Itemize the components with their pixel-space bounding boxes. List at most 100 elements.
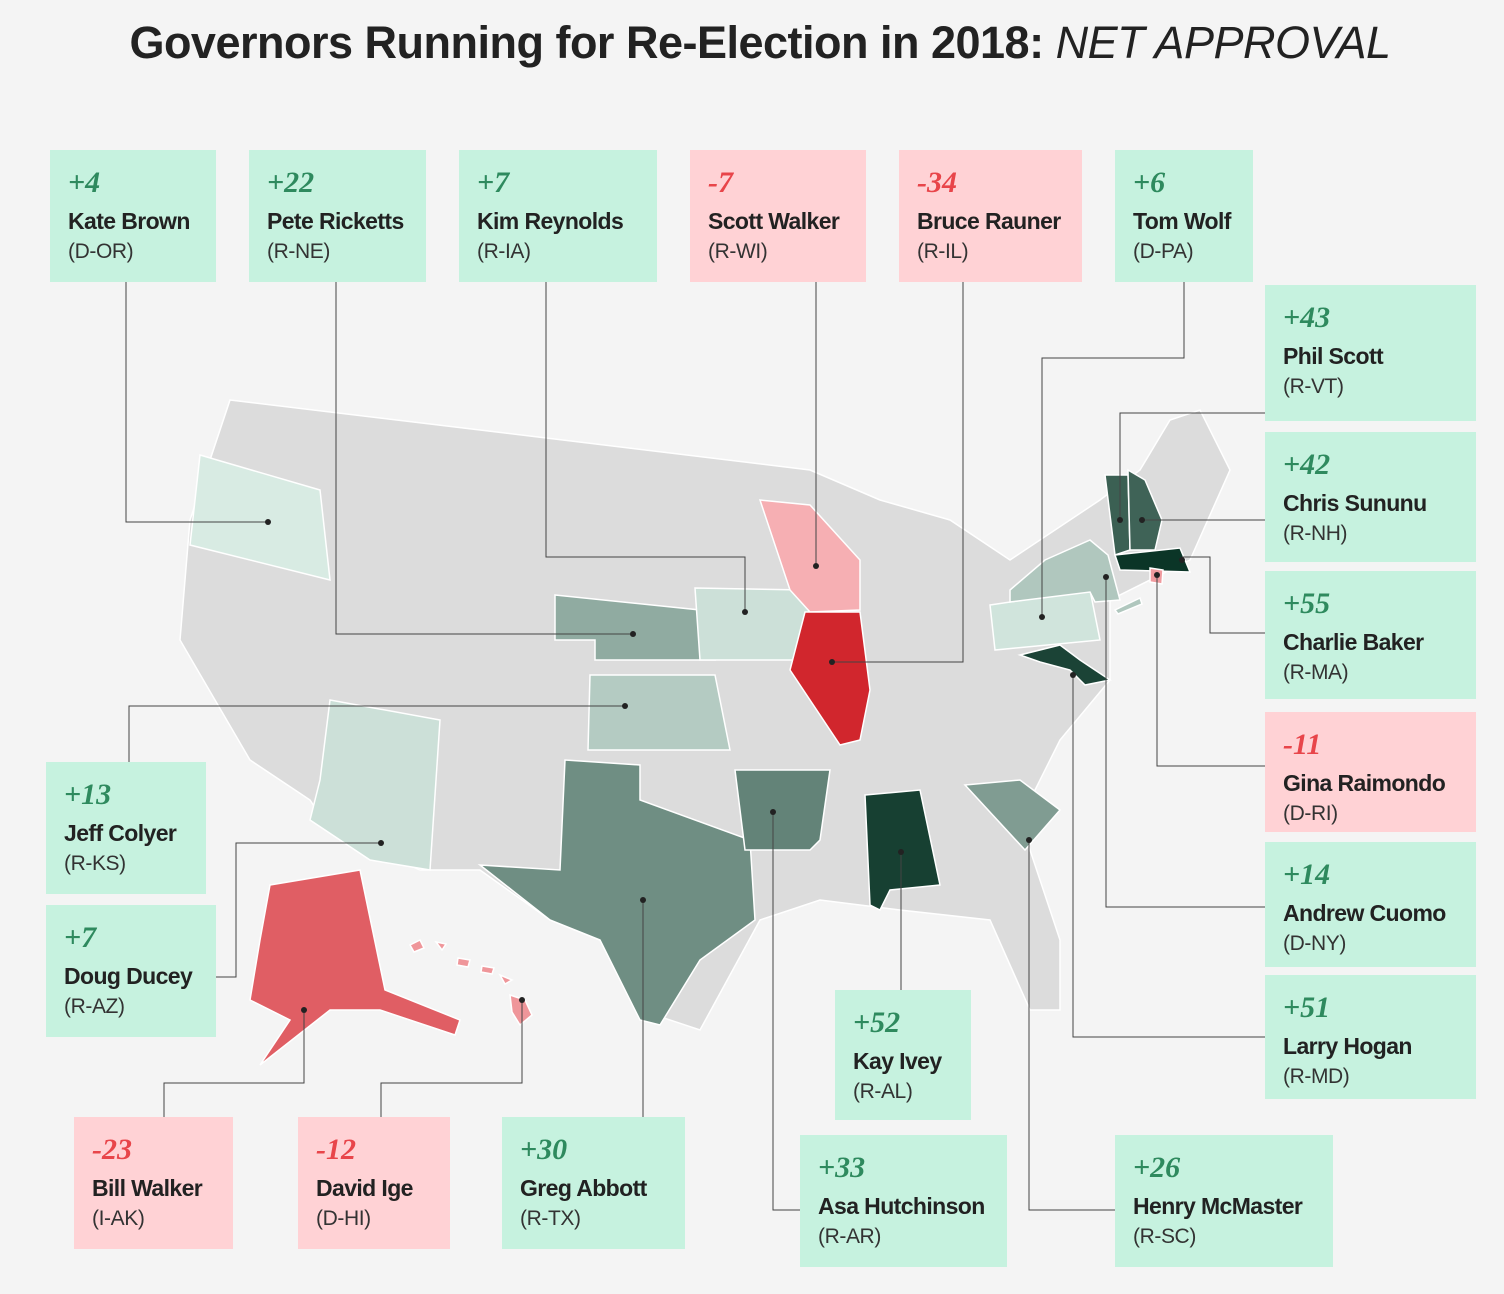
label-box <box>46 905 216 1037</box>
leader-line <box>1119 412 1265 520</box>
governor-name: Greg Abbott <box>520 1175 648 1201</box>
governor-name: Charlie Baker <box>1283 629 1424 655</box>
leader-line <box>380 1000 523 1117</box>
approval-label: +26 <box>1133 1151 1180 1184</box>
state <box>456 957 471 968</box>
governor-party: (R-KS) <box>64 852 126 875</box>
governor-name: Andrew Cuomo <box>1283 900 1446 926</box>
state <box>189 454 331 581</box>
governor-party: (D-OR) <box>68 240 133 263</box>
leader-dot <box>1139 517 1145 523</box>
state <box>480 965 495 975</box>
title-emphasis: NET APPROVAL <box>1056 17 1391 68</box>
label-box <box>835 990 971 1120</box>
approval-label: +22 <box>267 166 314 199</box>
leader-line <box>1041 282 1185 617</box>
label-box <box>1265 842 1476 967</box>
governor-name: Bill Walker <box>92 1175 203 1201</box>
approval-label: +55 <box>1283 587 1330 620</box>
governor-name: Doug Ducey <box>64 963 193 989</box>
leader-dot <box>378 840 384 846</box>
state <box>1009 539 1121 603</box>
governor-party: (R-NH) <box>1283 522 1347 545</box>
governor-party: (R-SC) <box>1133 1225 1196 1248</box>
governor-party: (D-RI) <box>1283 802 1338 825</box>
approval-label: +7 <box>477 166 510 199</box>
approval-label: +33 <box>818 1151 865 1184</box>
label-box <box>502 1117 685 1249</box>
label-box <box>50 150 216 282</box>
approval-label: -23 <box>92 1133 132 1166</box>
leader-line <box>163 1010 305 1117</box>
label-box <box>1265 285 1476 421</box>
label-box <box>899 150 1082 282</box>
state <box>408 938 426 953</box>
label-box <box>1265 975 1476 1099</box>
governor-name: Kay Ivey <box>853 1048 942 1074</box>
governor-name: Gina Raimondo <box>1283 770 1446 796</box>
leader-dot <box>813 563 819 569</box>
label-box <box>1265 712 1476 832</box>
leader-dot <box>829 659 835 665</box>
label-box <box>1115 150 1253 282</box>
leader-dot <box>1117 517 1123 523</box>
state <box>477 759 756 1026</box>
label-box <box>690 150 866 282</box>
leader-dot <box>1103 574 1109 580</box>
governor-party: (R-AR) <box>818 1225 881 1248</box>
state <box>789 611 871 746</box>
approval-label: +13 <box>64 778 111 811</box>
state <box>249 869 461 1066</box>
governor-party: (R-NE) <box>267 240 330 263</box>
leader-dot <box>265 519 271 525</box>
leader-line <box>1156 575 1265 767</box>
governor-name: Larry Hogan <box>1283 1033 1412 1059</box>
state <box>758 499 861 613</box>
states <box>189 454 1192 1066</box>
governor-party: (R-IA) <box>477 240 531 263</box>
governor-party: (I-AK) <box>92 1207 144 1230</box>
leader-line <box>128 705 625 762</box>
governor-name: Jeff Colyer <box>64 820 177 846</box>
governor-name: Bruce Rauner <box>917 208 1061 234</box>
state <box>1017 644 1112 686</box>
approval-label: +7 <box>64 921 97 954</box>
governor-party: (R-AZ) <box>64 995 125 1018</box>
approval-label: -7 <box>708 166 734 199</box>
governor-party: (R-MD) <box>1283 1065 1349 1088</box>
state <box>309 699 441 871</box>
leader-dot <box>1179 557 1185 563</box>
leader-dot <box>622 703 628 709</box>
leader-line <box>1105 577 1265 908</box>
approval-label: +43 <box>1283 301 1330 334</box>
governor-party: (R-MA) <box>1283 661 1348 684</box>
governor-party: (R-IL) <box>917 240 968 263</box>
leader-dot <box>1070 672 1076 678</box>
leader-dot <box>519 997 525 1003</box>
leader-dot <box>1039 614 1045 620</box>
title: Governors Running for Re-Election in 201… <box>129 17 1390 68</box>
title-main: Governors Running for Re-Election in 201… <box>129 17 1043 68</box>
leader-dot <box>742 609 748 615</box>
approval-label: -11 <box>1283 728 1321 761</box>
approval-label: +52 <box>853 1006 900 1039</box>
approval-label: +51 <box>1283 991 1330 1024</box>
leader-line <box>1072 675 1265 1038</box>
state <box>1113 547 1192 573</box>
governor-name: Kate Brown <box>68 208 190 234</box>
governor-name: Phil Scott <box>1283 343 1384 369</box>
governor-party: (R-WI) <box>708 240 767 263</box>
governor-party: (R-VT) <box>1283 375 1344 398</box>
approval-label: +42 <box>1283 448 1330 481</box>
leader-dot <box>1026 837 1032 843</box>
leader-dot <box>1154 572 1160 578</box>
label-box <box>298 1117 450 1249</box>
label-box <box>459 150 657 282</box>
leader-dot <box>630 631 636 637</box>
state <box>498 973 514 986</box>
leader-dot <box>898 849 904 855</box>
governor-party: (D-PA) <box>1133 240 1193 263</box>
governor-name: Tom Wolf <box>1133 208 1232 234</box>
state <box>963 779 1062 852</box>
